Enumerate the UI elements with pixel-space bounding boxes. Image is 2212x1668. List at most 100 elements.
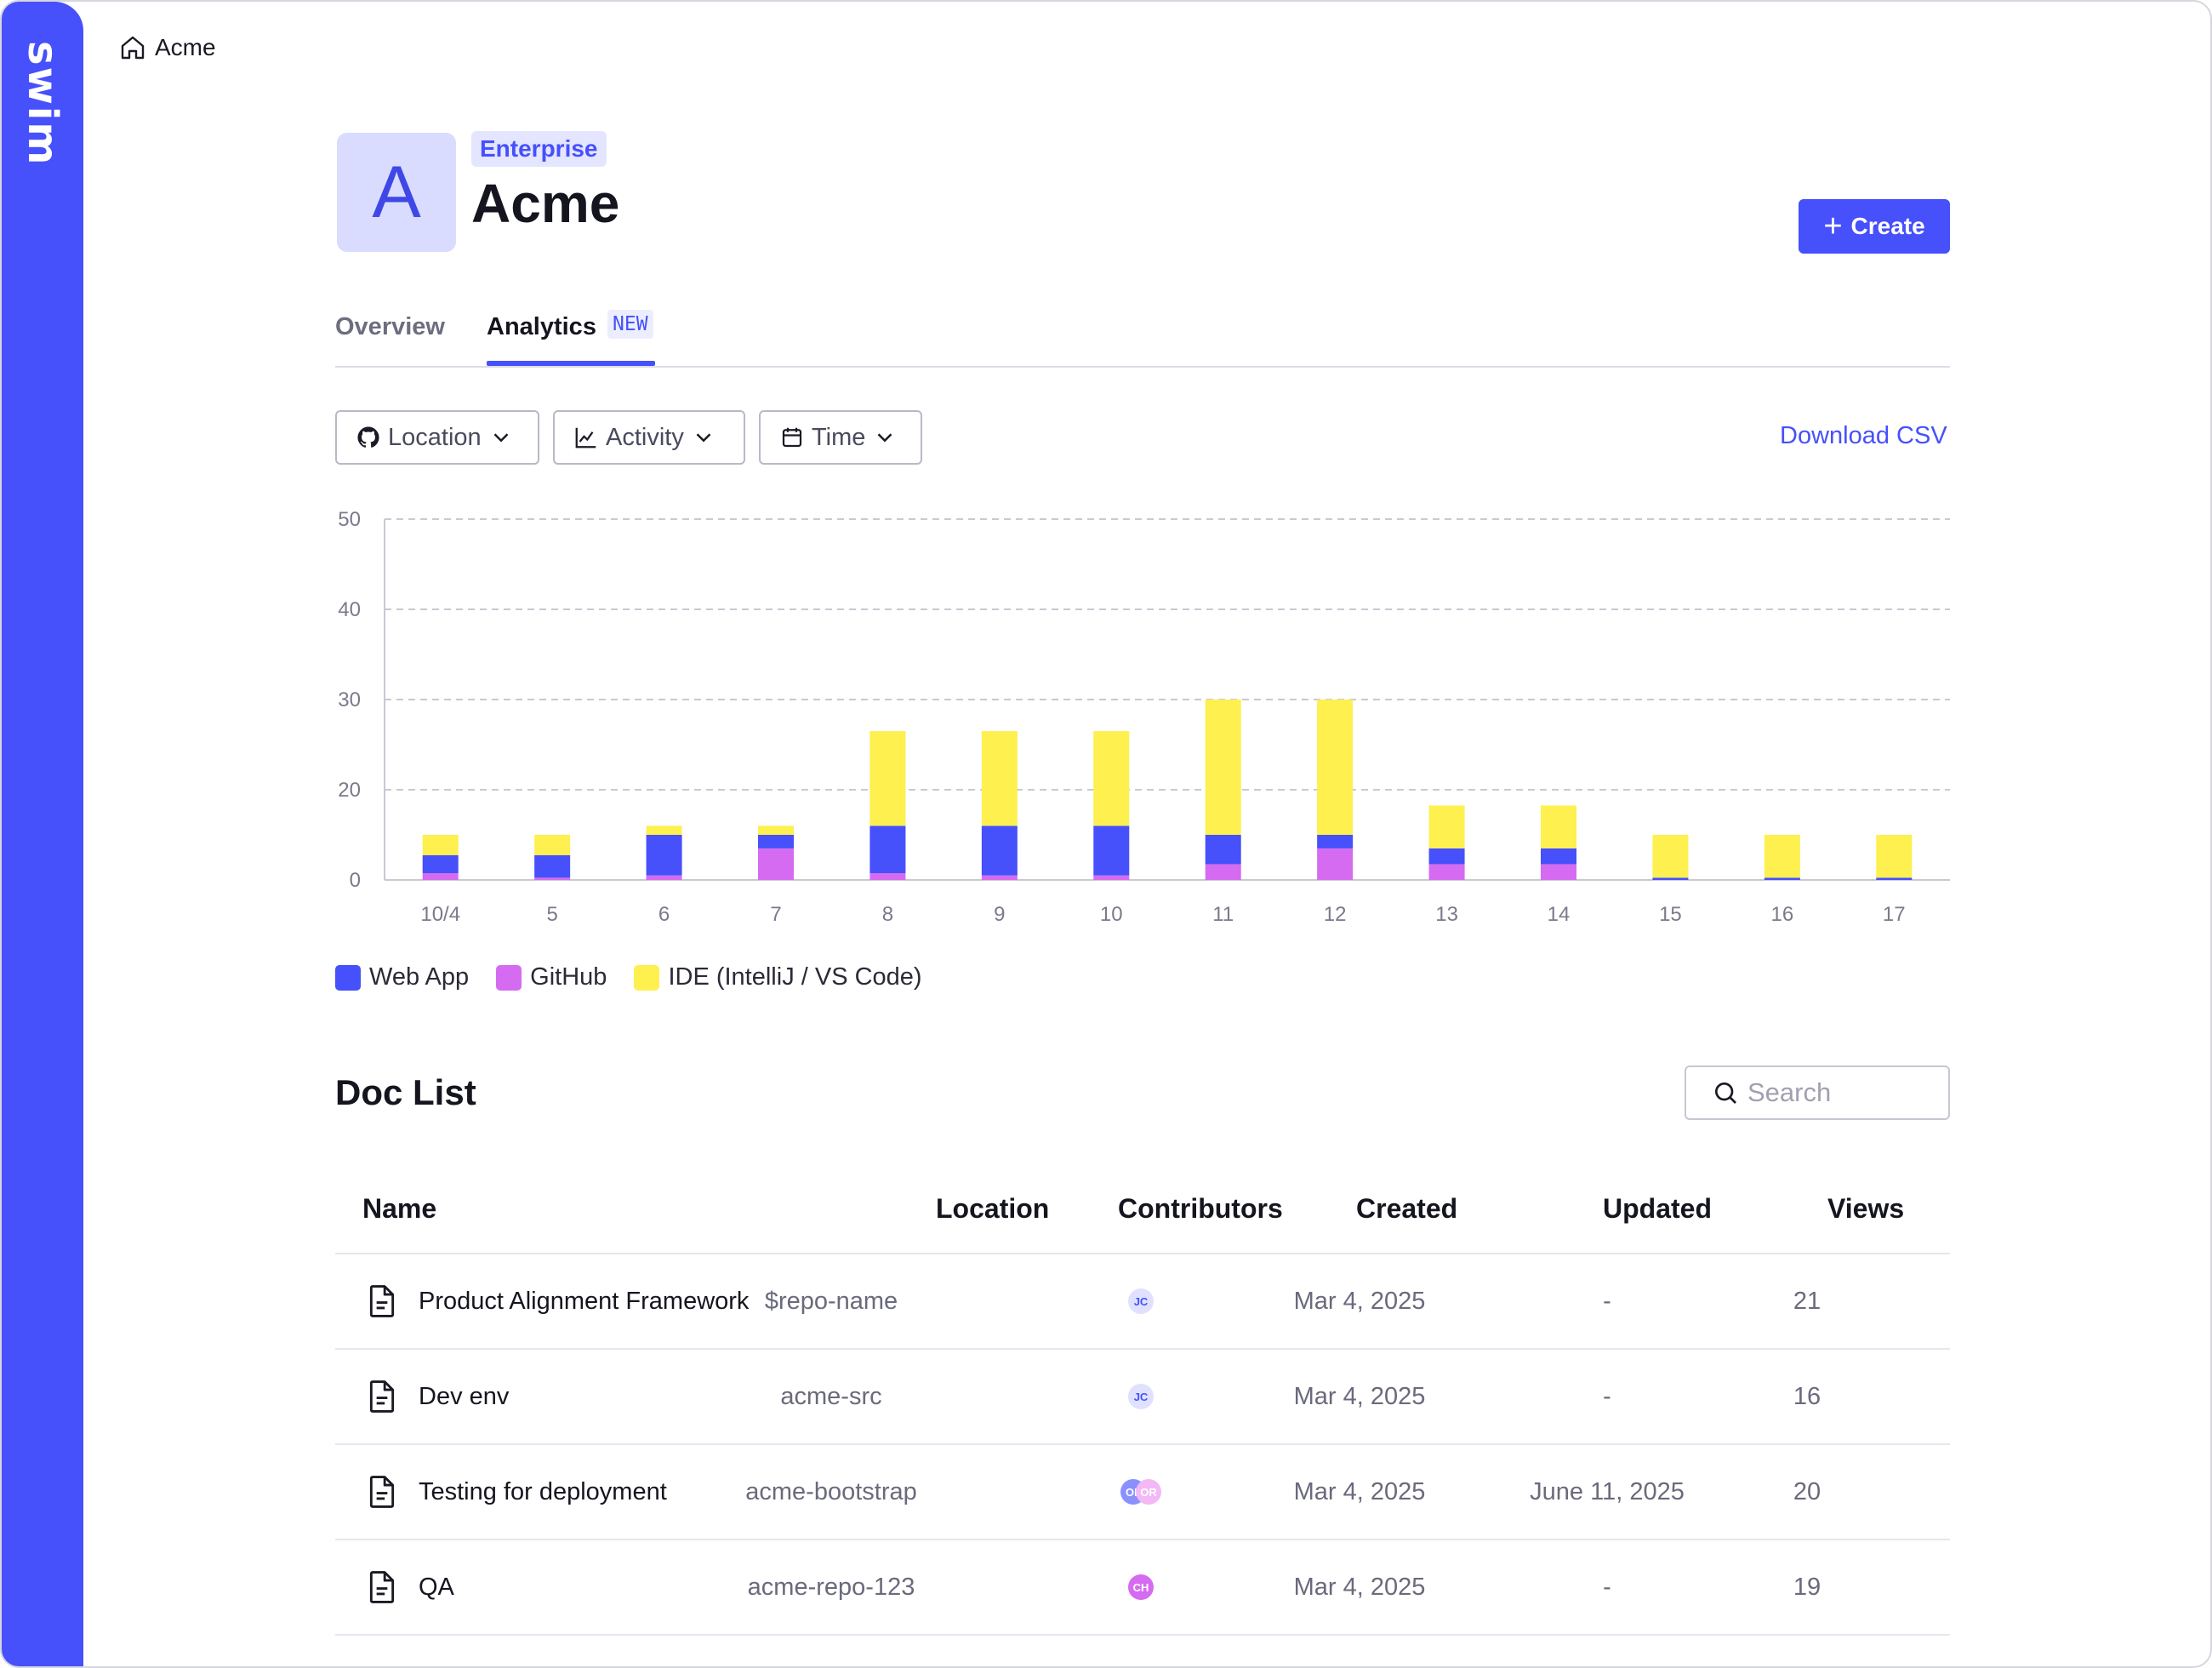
bar-segment	[1205, 864, 1241, 880]
doc-name[interactable]: QA	[419, 1573, 454, 1601]
doc-created: Mar 4, 2025	[1293, 1287, 1426, 1315]
activity-chart: 0 20 30 40 50 10/4 5 6 7 8 9 10 11 12 13 14 15 16 17	[338, 508, 1950, 926]
bar-segment	[869, 731, 906, 826]
contributor-avatar[interactable]: JC	[1128, 1288, 1154, 1314]
bar-segment	[534, 877, 571, 880]
x-tick-label: 10	[1100, 903, 1123, 926]
activity-filter[interactable]: Activity	[553, 410, 745, 465]
bar-segment	[422, 873, 459, 880]
doc-views: 20	[1793, 1477, 1821, 1505]
y-tick-label: 0	[350, 869, 361, 892]
doc-name[interactable]: Testing for deployment	[419, 1477, 667, 1505]
legend-swatch-ide	[634, 964, 660, 991]
table-row[interactable]: Dev env acme-src JC Mar 4, 2025 - 16	[335, 1350, 1950, 1445]
x-tick-label: 6	[658, 903, 670, 926]
chevron-down-icon	[696, 433, 711, 443]
column-header-updated[interactable]: Updated	[1603, 1193, 1712, 1224]
bar-segment	[758, 825, 794, 835]
doc-name-cell: Testing for deployment	[366, 1445, 667, 1539]
legend-label-github: GitHub	[530, 963, 607, 991]
plan-badge: Enterprise	[471, 131, 607, 167]
chart-legend: Web App GitHub IDE (IntelliJ / VS Code)	[335, 963, 922, 991]
contributor-avatar[interactable]: JC	[1128, 1384, 1154, 1409]
document-icon	[369, 1571, 395, 1603]
bar-segment	[758, 848, 794, 880]
column-header-views[interactable]: Views	[1827, 1193, 1905, 1224]
activity-filter-label: Activity	[606, 423, 684, 451]
doc-contributors: JC	[1067, 1350, 1215, 1443]
x-tick-label: 14	[1548, 903, 1571, 926]
legend-label-web-app: Web App	[369, 963, 470, 991]
breadcrumb-label: Acme	[155, 34, 216, 60]
legend-swatch-github	[496, 964, 522, 991]
y-tick-label: 50	[338, 508, 361, 531]
x-tick-label: 8	[882, 903, 893, 926]
doc-name-cell: Dev env	[366, 1350, 509, 1443]
contributor-avatar[interactable]: OR	[1136, 1479, 1161, 1505]
breadcrumb[interactable]: Acme	[119, 34, 216, 61]
doc-contributors: JC	[1067, 1254, 1215, 1348]
doc-updated: -	[1603, 1382, 1611, 1410]
time-filter[interactable]: Time	[759, 410, 922, 465]
bar-segment	[422, 854, 459, 874]
table-row[interactable]: QA acme-repo-123 CH Mar 4, 2025 - 19	[335, 1540, 1950, 1636]
bar-segment	[869, 873, 906, 880]
doc-updated: -	[1603, 1573, 1611, 1601]
column-header-contributors[interactable]: Contributors	[1118, 1193, 1283, 1224]
doc-created: Mar 4, 2025	[1293, 1573, 1426, 1601]
column-header-name[interactable]: Name	[362, 1193, 437, 1224]
location-filter-label: Location	[388, 423, 482, 451]
doc-views: 16	[1793, 1382, 1821, 1410]
create-button[interactable]: + Create	[1799, 199, 1950, 254]
tab-analytics[interactable]: Analytics	[487, 313, 596, 341]
doc-location: acme-src	[780, 1382, 882, 1410]
search-box[interactable]	[1685, 1065, 1950, 1120]
chevron-down-icon	[493, 433, 509, 443]
create-button-label: Create	[1850, 213, 1925, 239]
legend-item-github: GitHub	[496, 963, 607, 991]
contributor-avatar[interactable]: CH	[1128, 1574, 1154, 1600]
bar-segment	[422, 835, 459, 855]
column-header-location[interactable]: Location	[936, 1193, 1050, 1224]
bar-segment	[1541, 848, 1576, 865]
doc-name[interactable]: Product Alignment Framework	[419, 1287, 750, 1315]
legend-swatch-web-app	[335, 964, 361, 991]
x-tick-label: 10/4	[420, 903, 460, 926]
doc-contributors: CH	[1067, 1540, 1215, 1634]
page-title: Acme	[471, 173, 620, 234]
document-icon	[369, 1476, 395, 1508]
bar-segment	[1205, 700, 1241, 835]
doc-views: 19	[1793, 1573, 1821, 1601]
bar-segment	[1652, 835, 1689, 878]
bar-segment	[1876, 877, 1913, 880]
search-input[interactable]	[1747, 1077, 1935, 1108]
bar-segment	[1428, 864, 1465, 880]
table-row[interactable]: Testing for deployment acme-bootstrap OF…	[335, 1445, 1950, 1540]
doc-name-cell: Product Alignment Framework	[366, 1254, 749, 1348]
x-tick-label: 7	[770, 903, 781, 926]
location-filter[interactable]: Location	[335, 410, 539, 465]
swimm-logo[interactable]: swim	[19, 41, 66, 167]
sidebar-rail: swim	[2, 2, 83, 1666]
tab-bar: Overview Analytics NEW	[335, 308, 1950, 368]
bar-segment	[1764, 877, 1800, 880]
x-tick-label: 17	[1883, 903, 1906, 926]
doc-location: acme-bootstrap	[745, 1477, 917, 1505]
bar-segment	[1205, 835, 1241, 865]
doc-views: 21	[1793, 1287, 1821, 1315]
doc-name[interactable]: Dev env	[419, 1382, 510, 1410]
column-header-created[interactable]: Created	[1356, 1193, 1458, 1224]
tab-overview[interactable]: Overview	[335, 313, 445, 340]
table-row[interactable]: Product Alignment Framework $repo-name J…	[335, 1254, 1950, 1350]
active-tab-indicator	[487, 361, 655, 366]
bar-segment	[1428, 805, 1465, 848]
bar-segment	[981, 875, 1018, 880]
bar-segment	[1093, 825, 1130, 876]
tab-analytics-label: Analytics	[487, 313, 596, 340]
download-csv-link[interactable]: Download CSV	[1780, 422, 1947, 449]
x-tick-label: 9	[994, 903, 1005, 926]
line-chart-icon	[575, 427, 596, 448]
x-tick-label: 13	[1435, 903, 1458, 926]
x-tick-label: 15	[1659, 903, 1682, 926]
